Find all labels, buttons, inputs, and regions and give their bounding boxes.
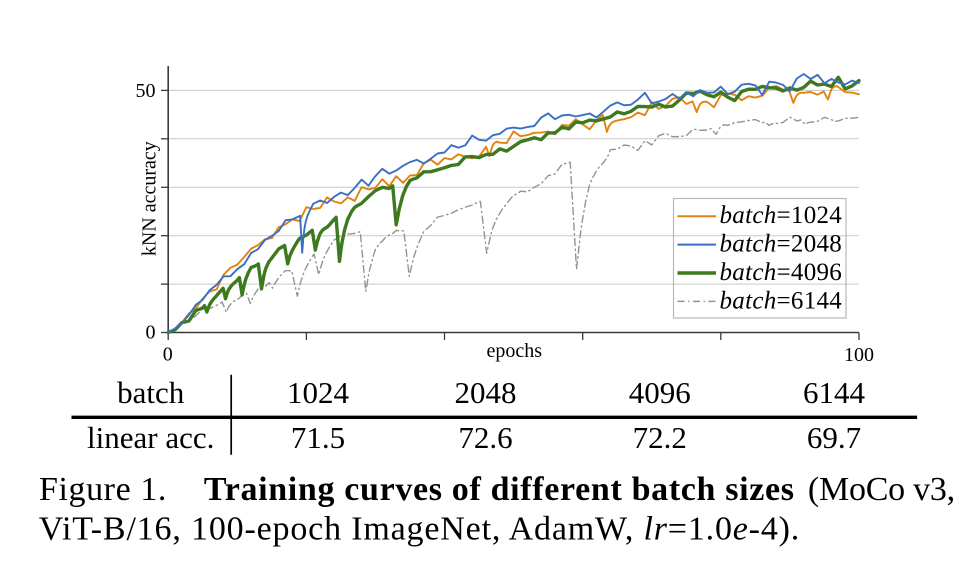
svg-text:batch=2048: batch=2048 [720, 231, 842, 258]
svg-text:72.6: 72.6 [458, 420, 512, 455]
svg-text:72.2: 72.2 [633, 420, 687, 455]
svg-text:batch=1024: batch=1024 [720, 202, 843, 229]
svg-text:Figure 1.: Figure 1. [39, 471, 166, 508]
svg-text:batch: batch [117, 375, 185, 410]
svg-text:69.7: 69.7 [807, 420, 861, 455]
svg-text:50: 50 [136, 80, 156, 102]
svg-text:2048: 2048 [455, 375, 517, 410]
svg-text:71.5: 71.5 [291, 420, 345, 455]
svg-text:4096: 4096 [629, 375, 691, 410]
svg-text:0: 0 [163, 344, 173, 366]
svg-text:0: 0 [146, 322, 156, 344]
svg-text:Training curves of different b: Training curves of different batch sizes [204, 471, 794, 508]
svg-text:6144: 6144 [803, 375, 866, 410]
svg-text:batch=4096: batch=4096 [720, 259, 842, 286]
svg-text:batch=6144: batch=6144 [720, 287, 843, 314]
svg-text:linear acc.: linear acc. [87, 420, 214, 455]
svg-text:kNN accuracy: kNN accuracy [139, 141, 161, 256]
svg-text:100: 100 [844, 344, 874, 366]
svg-text:ViT-B/16, 100-epoch ImageNet,: ViT-B/16, 100-epoch ImageNet, AdamW, lr=… [39, 511, 800, 548]
svg-text:1024: 1024 [287, 375, 350, 410]
svg-text:epochs: epochs [487, 340, 543, 362]
svg-text:(MoCo v3,: (MoCo v3, [808, 471, 955, 508]
